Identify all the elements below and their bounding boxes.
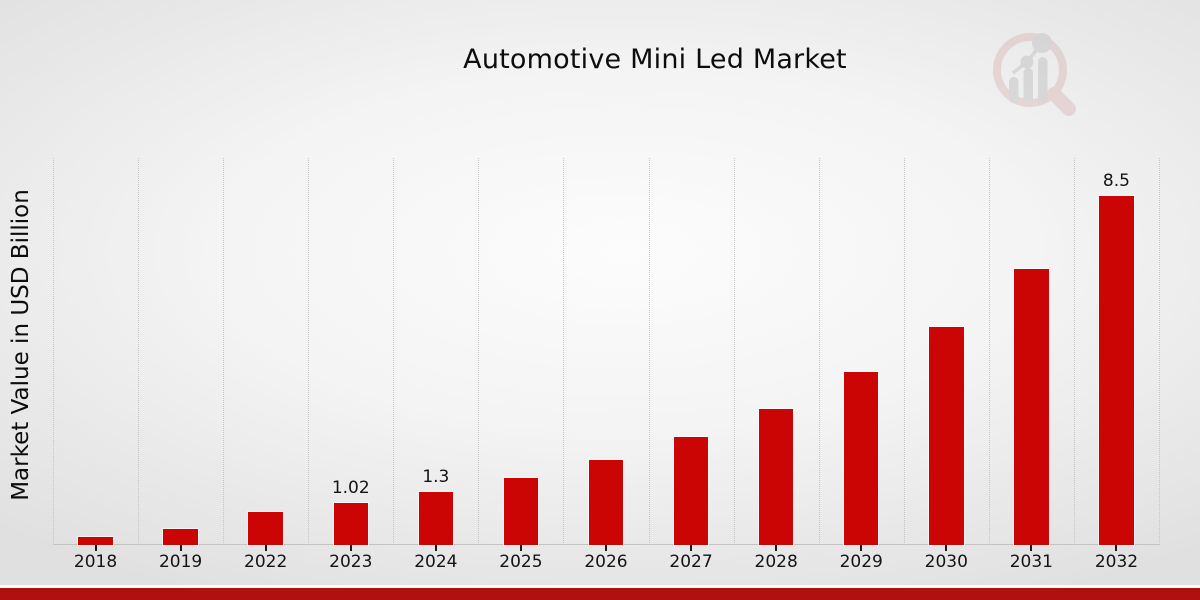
gridline [223,158,225,545]
x-tick-label-2018: 2018 [73,552,118,572]
gridline [138,158,140,545]
footer-red-strip [0,588,1200,600]
x-axis-tick [349,545,352,551]
gridline [903,158,905,545]
bar-value-label: 1.3 [422,467,450,487]
bar-value-label: 1.02 [331,478,370,498]
x-axis-tick [179,545,182,551]
x-tick-label-2022: 2022 [244,552,288,572]
bar-2025 [503,478,539,545]
x-tick-label-2028: 2028 [754,552,798,572]
bar-2032 [1099,196,1134,545]
bar-2031 [1014,269,1049,545]
bar-2030 [929,327,964,545]
x-tick-label-2031: 2031 [1009,552,1053,572]
x-tick-label-2024: 2024 [414,552,458,572]
bar-2018 [78,537,113,545]
magnifier-growth-chart-watermark-icon [993,33,1076,116]
x-axis-tick [1115,545,1118,551]
bar-2029 [843,372,879,545]
x-tick-label-2030: 2030 [924,552,968,572]
gridline [1159,158,1160,545]
bar-2022 [248,512,283,545]
bar-2027 [673,437,709,545]
chart-title: Automotive Mini Led Market [463,44,847,75]
x-axis-tick [264,545,267,551]
gridline [648,158,650,545]
x-axis-tick [775,545,778,551]
gridline [988,158,990,545]
footer-separator-line [0,585,1200,588]
x-tick-label-2023: 2023 [329,552,373,572]
gridline [308,158,310,545]
bar-2026 [588,460,624,545]
x-tick-label-2029: 2029 [839,552,883,572]
x-axis-tick [690,545,693,551]
gridline [393,158,395,545]
x-tick-label-2025: 2025 [499,552,543,572]
x-axis-tick [94,545,97,551]
gridline [733,158,735,545]
x-tick-label-2027: 2027 [669,552,713,572]
gridline [1073,158,1075,545]
y-axis-label: Market Value in USD Billion [8,189,34,501]
gridline [818,158,820,545]
x-tick-label-2026: 2026 [584,552,628,572]
bar-value-label: 8.5 [1102,171,1130,191]
x-axis-tick [1030,545,1033,551]
x-axis-tick [945,545,948,551]
x-axis-tick [434,545,437,551]
plot-area: 2018 2019 2022 1.02 2023 1.3 2024 2025 2026 2027 2… [53,158,1160,572]
bar-2023 [333,503,369,545]
x-axis-tick [519,545,522,551]
x-tick-label-2032: 2032 [1094,552,1139,572]
bar-2024 [418,492,454,545]
x-tick-label-2019: 2019 [158,552,203,572]
gridline [478,158,480,545]
x-axis-tick [605,545,607,551]
bar-2028 [758,409,794,545]
x-axis-tick [860,545,863,551]
bar-2019 [163,529,198,545]
gridline [563,158,565,545]
gridline [53,158,54,545]
